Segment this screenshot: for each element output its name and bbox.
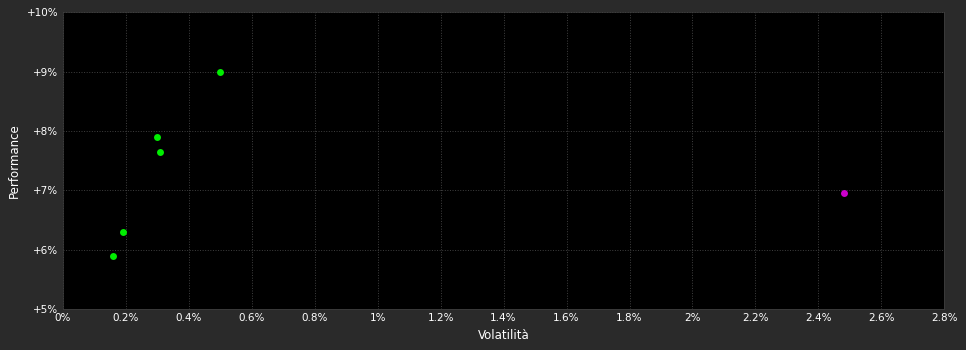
Point: [150, 134, 165, 140]
Point: [105, 253, 121, 258]
Point: [836, 190, 851, 196]
Point: [115, 229, 130, 234]
Y-axis label: Performance: Performance: [9, 123, 21, 198]
X-axis label: Volatilità: Volatilità: [477, 329, 529, 342]
Point: [153, 149, 168, 155]
Point: [213, 69, 228, 75]
